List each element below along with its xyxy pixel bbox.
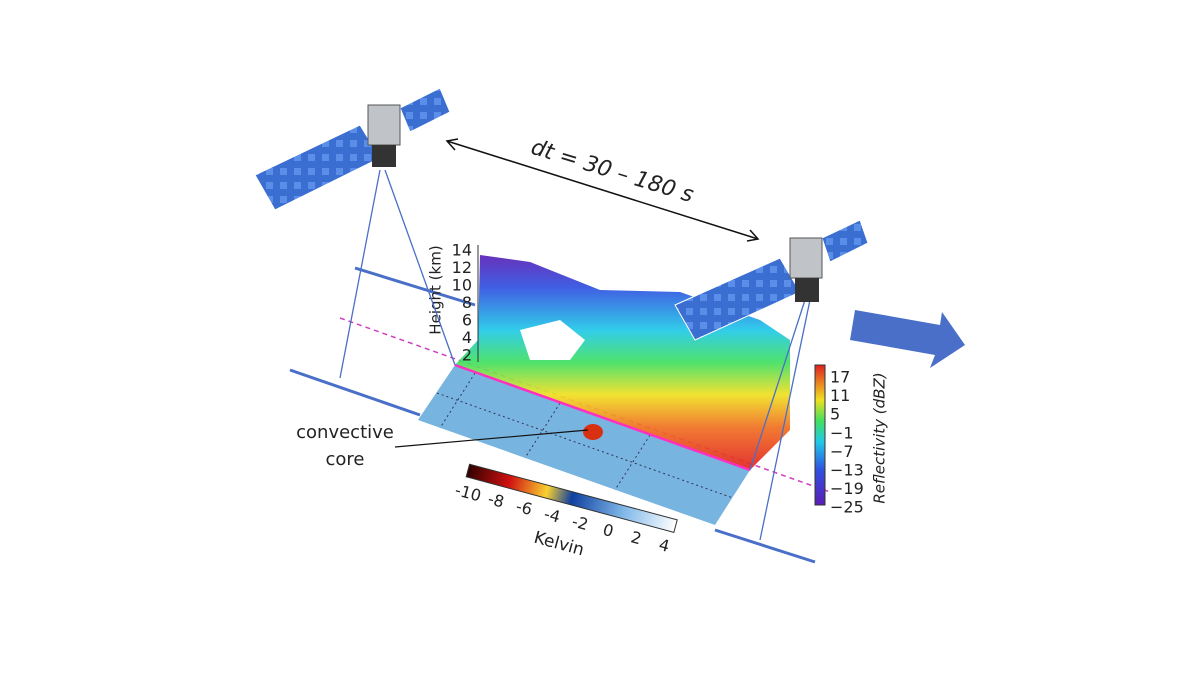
- dt-label: dt = 30 – 180 s: [528, 135, 696, 208]
- kelvin-tick: -6: [514, 497, 534, 519]
- convective-core-spot: [583, 424, 603, 440]
- dt-arrow: [445, 138, 760, 242]
- height-tick: 8: [462, 293, 472, 312]
- surface-line: [454, 363, 751, 472]
- dbz-tick: −19: [830, 479, 864, 498]
- dbz-tick: 17: [830, 368, 850, 387]
- kelvin-tick: -4: [542, 504, 562, 526]
- kelvin-tick: 4: [657, 535, 672, 556]
- dbz-tick: 11: [830, 386, 850, 405]
- height-tick: 10: [452, 276, 472, 295]
- height-tick: 2: [462, 346, 472, 365]
- dbz-tick: −1: [830, 423, 854, 442]
- dbz-tick: 5: [830, 405, 840, 424]
- ground-track: [289, 266, 816, 564]
- kelvin-tick: 2: [629, 527, 644, 548]
- kelvin-title: Kelvin: [532, 528, 586, 561]
- annotation-line: core: [326, 449, 365, 470]
- annotation-pointer: [394, 429, 589, 448]
- height-tick: 4: [462, 328, 472, 347]
- motion-arrow: [850, 310, 965, 368]
- height-tick: 12: [452, 258, 472, 277]
- dbz-tick: −25: [830, 498, 864, 517]
- kelvin-colorbar: [465, 463, 678, 534]
- kelvin-tick: -2: [570, 512, 590, 534]
- kelvin-tick: -8: [486, 489, 506, 511]
- satellite-left: [254, 87, 451, 211]
- annotation-line: convective: [296, 422, 394, 443]
- dbz-tick: −13: [830, 461, 864, 480]
- kelvin-tick: 0: [601, 520, 616, 541]
- dbz-colorbar: [814, 364, 826, 506]
- satellite-right: [674, 219, 869, 341]
- height-title: Height (km): [427, 245, 445, 334]
- dbz-title: Reflectivity (dBZ): [871, 372, 889, 503]
- kelvin-tick: -10: [453, 480, 483, 505]
- dbz-tick: −7: [830, 442, 854, 461]
- height-tick: 14: [452, 241, 472, 260]
- nadir-lines: [339, 169, 811, 541]
- ir-grid: [436, 372, 734, 499]
- height-tick: 6: [462, 311, 472, 330]
- radar-gap: [520, 320, 585, 360]
